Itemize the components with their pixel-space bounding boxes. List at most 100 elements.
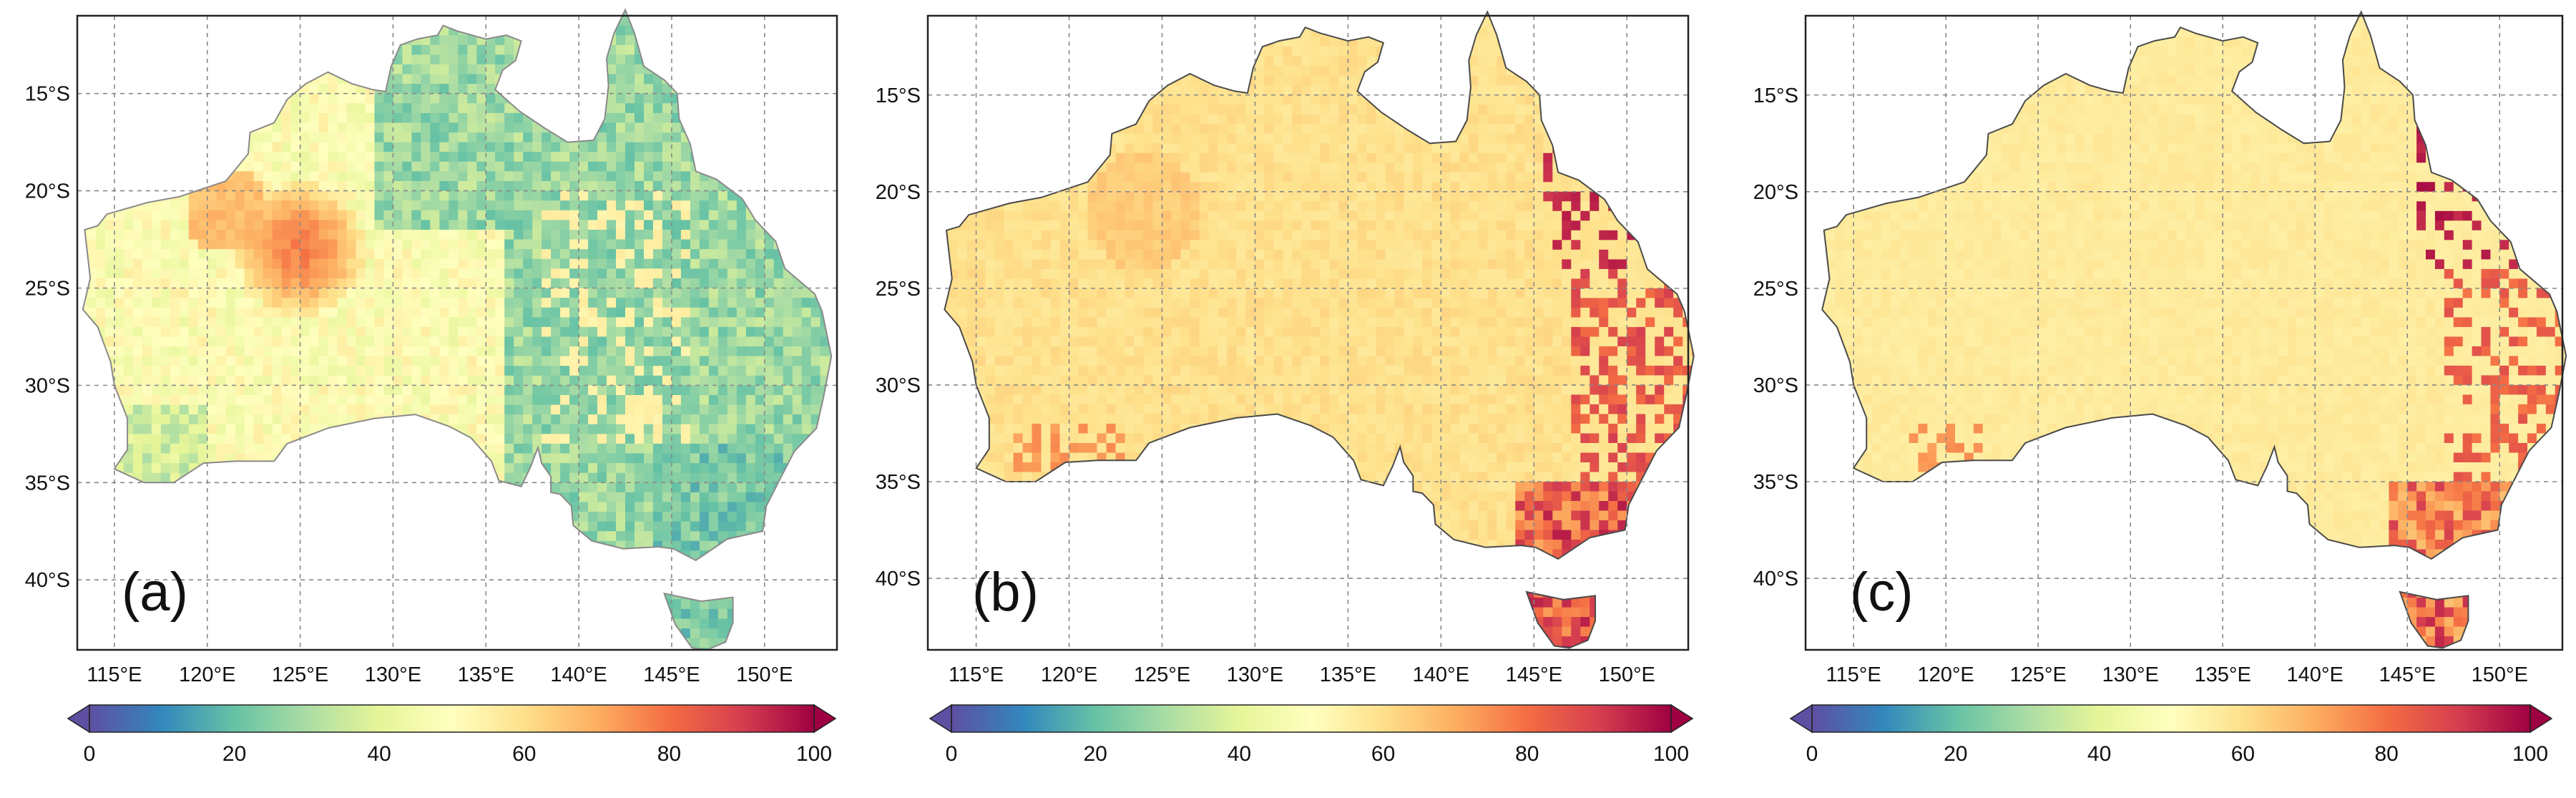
heatmap-cell [366,113,376,123]
heatmap-cell [1348,192,1358,202]
heatmap-cell [282,240,292,250]
heatmap-cell [375,395,385,405]
heatmap-cell [616,454,626,464]
heatmap-cell [1385,298,1395,308]
heatmap-cell [133,346,143,356]
heatmap-cell [226,220,236,230]
heatmap-cell [383,278,393,288]
heatmap-cell [1301,220,1311,230]
heatmap-cell [607,376,617,386]
heatmap-cell [700,492,710,502]
heatmap-cell [1413,414,1423,424]
heatmap-cell [1404,298,1414,308]
heatmap-cell [1357,134,1367,144]
heatmap-cell [1032,366,1042,376]
heatmap-cell [746,220,756,230]
heatmap-cell [1376,230,1386,240]
heatmap-cell [402,152,412,162]
heatmap-cell [1069,211,1079,221]
heatmap-cell [189,298,199,308]
heatmap-cell [514,191,524,201]
heatmap-cell [1144,172,1154,183]
heatmap-cell [718,240,728,250]
heatmap-cell [588,522,598,532]
heatmap-cell [551,240,561,250]
heatmap-cell [1125,153,1135,163]
heatmap-cell [616,298,626,308]
heatmap-cell [653,317,663,327]
heatmap-cell [114,298,124,308]
heatmap-cell [700,249,710,259]
heatmap-cell [746,434,756,444]
heatmap-cell [1338,288,1348,298]
heatmap-cell [662,278,672,288]
heatmap-cell [142,424,152,434]
heatmap-cell [718,376,728,386]
heatmap-cell [709,424,719,434]
heatmap-cell [411,268,421,278]
heatmap-cell [439,376,449,386]
heatmap-cell [504,385,514,395]
heatmap-cell [1051,298,1061,308]
heatmap-cell [1338,95,1348,105]
heatmap-cell [291,356,301,366]
heatmap-cell [1394,356,1404,366]
heatmap-cell [254,434,264,444]
heatmap-cell [504,356,514,366]
heatmap-cell [421,249,431,259]
heatmap-cell [393,200,403,210]
heatmap-cell [189,376,199,386]
heatmap-cell [700,444,710,454]
heatmap-cell [644,94,654,104]
heatmap-cell [449,268,459,278]
heatmap-cell [662,444,672,454]
heatmap-cell [273,385,283,395]
heatmap-cell [1227,269,1237,279]
heatmap-cell [597,492,607,502]
heatmap-cell [681,454,691,464]
heatmap-cell [588,220,598,230]
heatmap-cell [532,288,542,298]
heatmap-cell [142,376,152,386]
heatmap-cell [1079,240,1089,250]
heatmap-cell [458,288,468,298]
heatmap-cell [1060,201,1070,211]
heatmap-cell [180,366,190,376]
heatmap-cell [1348,250,1358,260]
heatmap-cell [310,414,320,424]
heatmap-cell [476,142,486,152]
heatmap-cell [180,405,190,415]
heatmap-cell [291,230,301,240]
heatmap-cell [467,240,477,250]
heatmap-cell [1348,327,1358,337]
heatmap-cell [430,94,440,104]
heatmap-cell [709,502,719,512]
heatmap-cell [347,376,357,386]
heatmap-cell [1209,162,1219,172]
heatmap-cell [579,171,589,181]
heatmap-cell [1348,172,1358,183]
heatmap-cell [1042,308,1052,318]
heatmap-cell [411,376,421,386]
heatmap-cell [180,308,190,318]
heatmap-cell [1366,394,1376,404]
heatmap-cell [514,113,524,123]
heatmap-cell [588,482,598,492]
heatmap-cell [672,444,682,454]
heatmap-cell [532,268,542,278]
heatmap-cell [319,376,329,386]
heatmap-cell [328,171,338,181]
heatmap-cell [226,317,236,327]
heatmap-cell [783,444,793,454]
heatmap-cell [662,531,672,541]
heatmap-cell [393,385,403,395]
heatmap-cell [263,395,273,405]
heatmap-cell [366,152,376,162]
heatmap-cell [124,259,134,269]
heatmap-cell [700,200,710,210]
heatmap-cell [430,103,440,113]
heatmap-cell [393,308,403,318]
heatmap-cell [1023,240,1033,250]
heatmap-cell [300,395,310,405]
heatmap-cell [588,434,598,444]
